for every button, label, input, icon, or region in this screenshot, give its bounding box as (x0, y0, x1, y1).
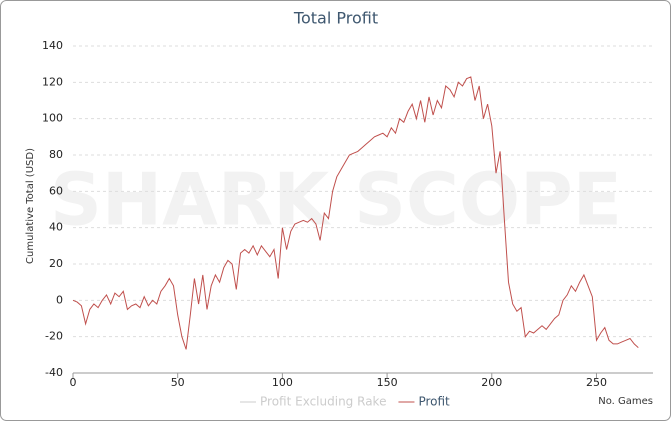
y-axis-label: Cumulative Total (USD) (25, 148, 36, 264)
legend-label[interactable]: Profit Excluding Rake (260, 395, 386, 409)
y-tick-label: 100 (42, 112, 63, 125)
x-tick-label: 100 (272, 376, 293, 389)
y-tick-label: 40 (49, 221, 63, 234)
y-tick-label: 20 (49, 257, 63, 270)
x-tick-label: 150 (377, 376, 398, 389)
y-tick-label: 120 (42, 75, 63, 88)
x-tick-label: 50 (171, 376, 185, 389)
x-tick-label: 250 (586, 376, 607, 389)
x-tick-label: 0 (70, 376, 77, 389)
line-series (72, 76, 639, 350)
y-tick-label: -40 (45, 366, 63, 379)
x-axis-label: No. Games (598, 396, 653, 407)
watermark: SHARK SCOPE (50, 158, 622, 242)
y-tick-label: -20 (45, 330, 63, 343)
y-tick-label: 80 (49, 148, 63, 161)
x-tick-label: 200 (481, 376, 502, 389)
chart-title: Total Profit (293, 9, 378, 28)
y-tick-label: 140 (42, 39, 63, 52)
y-tick-label: 0 (56, 293, 63, 306)
y-tick-label: 60 (49, 184, 63, 197)
legend-label[interactable]: Profit (418, 395, 450, 409)
